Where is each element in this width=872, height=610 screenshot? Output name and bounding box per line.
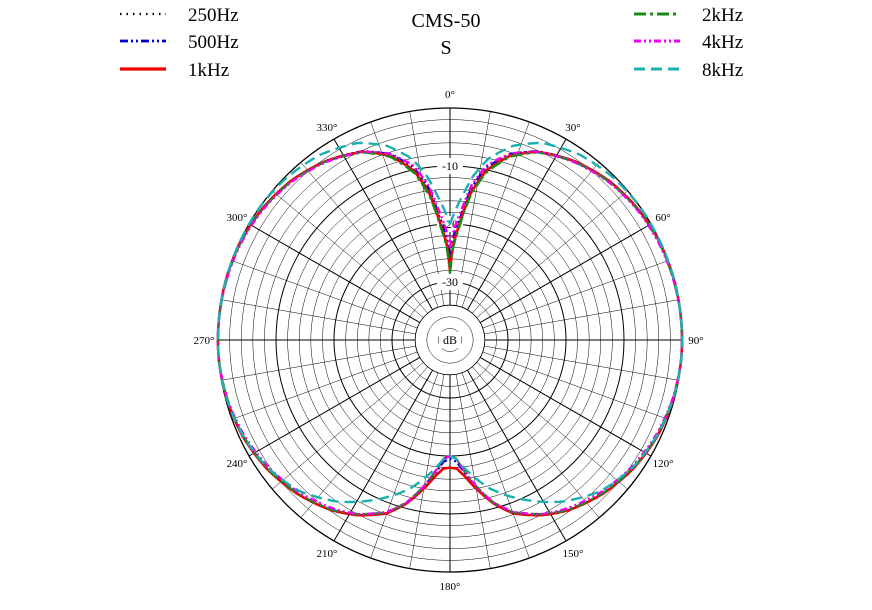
- grid-spoke-major: [479, 356, 652, 457]
- grid-spoke-major: [466, 138, 567, 311]
- grid-spoke-minor: [455, 111, 491, 306]
- grid-spoke-major: [248, 356, 421, 457]
- legend-label: 2kHz: [702, 5, 743, 26]
- grid-spoke-major: [248, 223, 421, 324]
- series-curve-500Hz: [216, 150, 684, 517]
- grid-spoke-minor: [409, 374, 445, 569]
- chart-title: CMS-50: [412, 10, 481, 32]
- grid-spoke-minor: [472, 366, 600, 518]
- grid-spoke-minor: [476, 362, 628, 490]
- grid-spoke-minor: [221, 345, 416, 381]
- grid-center-disc: [414, 304, 486, 376]
- grid-spoke-minor: [482, 260, 669, 329]
- angle-tick-label: 0°: [445, 89, 455, 101]
- legend: 250Hz 500Hz 1kHz 2kHz 4kHz 8kHz: [120, 5, 743, 81]
- legend-label: 4kHz: [702, 32, 743, 53]
- grid-spoke-minor: [231, 260, 418, 329]
- radial-label-background: [437, 274, 463, 290]
- angle-tick-label: 270°: [194, 335, 215, 347]
- grid-spoke-minor: [472, 162, 600, 314]
- angle-tick-label: 300°: [227, 212, 248, 224]
- angle-tick-label: 60°: [655, 212, 670, 224]
- grid-circle-minor: [438, 328, 462, 352]
- angle-tick-label: 240°: [227, 458, 248, 470]
- angle-tick-label: 90°: [688, 335, 703, 347]
- angle-tick-labels: 0° 30° 60° 90° 120° 150° 180° 210° 240° 270° 300° 3…: [194, 89, 704, 593]
- grid-spoke-minor: [482, 351, 669, 420]
- angle-tick-label: 150°: [563, 548, 584, 560]
- grid-circle-minor: [426, 316, 474, 364]
- radial-label-background: [437, 158, 463, 174]
- grid-spoke-minor: [409, 111, 445, 306]
- unit-label-background: [439, 332, 461, 348]
- grid-spoke-minor: [370, 372, 439, 559]
- grid-spoke-minor: [272, 190, 424, 318]
- grid-spoke-minor: [476, 190, 628, 318]
- grid-spoke-minor: [272, 362, 424, 490]
- legend-label: 1kHz: [188, 60, 229, 81]
- angle-tick-label: 210°: [317, 548, 338, 560]
- angle-tick-label: 330°: [317, 122, 338, 134]
- radial-unit-label: dB: [443, 333, 457, 347]
- grid-spoke-minor: [300, 162, 428, 314]
- legend-label: 500Hz: [188, 32, 239, 53]
- polar-grid: [217, 107, 683, 573]
- angle-tick-label: 180°: [440, 581, 461, 593]
- grid-spoke-major: [333, 138, 434, 311]
- legend-label: 8kHz: [702, 60, 743, 81]
- grid-spoke-minor: [231, 351, 418, 420]
- grid-spoke-minor: [484, 345, 679, 381]
- response-curves: [216, 141, 684, 517]
- grid-spoke-minor: [455, 374, 491, 569]
- grid-spoke-minor: [461, 372, 530, 559]
- grid-spoke-minor: [300, 366, 428, 518]
- chart-subtitle: S: [440, 37, 451, 59]
- grid-spoke-minor: [221, 299, 416, 335]
- angle-tick-label: 120°: [653, 458, 674, 470]
- grid-spoke-minor: [484, 299, 679, 335]
- angle-tick-label: 30°: [565, 122, 580, 134]
- radial-tick-label: -30: [442, 275, 458, 289]
- grid-spoke-major: [479, 223, 652, 324]
- radial-tick-label: -10: [442, 159, 458, 173]
- legend-label: 250Hz: [188, 5, 239, 26]
- series-curve-8kHz: [216, 141, 684, 504]
